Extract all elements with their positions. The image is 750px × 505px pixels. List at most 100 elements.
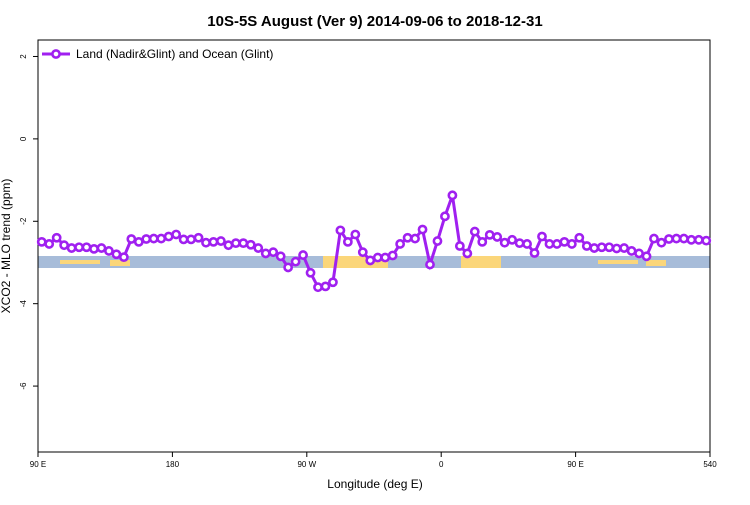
data-point — [44, 239, 55, 249]
x-tick-label: 90 E — [30, 460, 46, 469]
data-point — [96, 243, 107, 253]
data-point — [559, 236, 570, 247]
chart-title: 10S-5S August (Ver 9) 2014-09-06 to 2018… — [207, 13, 542, 30]
y-axis-label: XCO2 - MLO trend (ppm) — [0, 179, 13, 314]
data-point — [59, 240, 70, 251]
data-point — [111, 249, 122, 260]
data-point — [245, 239, 256, 250]
data-point — [283, 262, 294, 273]
data-point — [387, 250, 398, 261]
data-point — [126, 234, 137, 244]
data-point — [253, 243, 264, 253]
data-point — [522, 239, 532, 249]
data-point — [402, 232, 413, 243]
data-point — [552, 239, 562, 249]
data-point — [208, 236, 219, 247]
data-point — [298, 250, 308, 260]
data-point — [395, 239, 406, 249]
x-tick-label: 180 — [166, 460, 180, 469]
data-point — [178, 234, 189, 245]
data-point — [686, 234, 697, 245]
land-band — [60, 260, 100, 264]
data-point — [328, 277, 338, 288]
x-axis-label: Longitude (deg E) — [327, 477, 422, 491]
data-point — [268, 247, 279, 258]
data-point — [589, 243, 600, 253]
data-point — [216, 236, 226, 246]
data-point — [656, 237, 667, 248]
data-point — [492, 232, 503, 242]
data-point — [671, 233, 682, 244]
data-point — [51, 232, 62, 243]
data-point — [372, 252, 383, 263]
data-point — [290, 256, 301, 267]
data-point — [342, 236, 353, 247]
y-tick-label: 2 — [19, 54, 28, 59]
data-point — [641, 251, 652, 262]
data-point — [693, 234, 704, 245]
data-point — [574, 232, 585, 243]
data-point — [678, 233, 689, 244]
data-point — [701, 235, 712, 246]
data-point — [156, 233, 167, 244]
data-point — [163, 231, 174, 242]
data-point — [357, 247, 368, 258]
data-point — [36, 236, 47, 247]
x-tick-label: 540 — [703, 460, 717, 469]
data-point — [484, 229, 495, 240]
data-point — [238, 238, 249, 249]
data-point — [626, 246, 637, 256]
y-tick-label: -4 — [19, 300, 28, 308]
x-tick-label: 0 — [439, 460, 444, 469]
data-point — [74, 242, 84, 253]
data-point — [186, 234, 196, 245]
land-band — [646, 260, 666, 266]
data-point — [141, 234, 152, 244]
data-point — [320, 281, 331, 292]
data-point — [223, 240, 234, 251]
data-point — [649, 233, 659, 244]
y-tick-label: -6 — [19, 382, 28, 390]
data-point — [148, 233, 159, 244]
data-point — [230, 238, 241, 249]
data-point — [477, 236, 488, 247]
data-point — [201, 237, 211, 248]
data-point — [462, 248, 473, 259]
data-point — [425, 259, 435, 270]
data-point — [454, 241, 465, 251]
data-point — [171, 229, 182, 240]
data-point — [596, 242, 607, 253]
data-point — [432, 236, 443, 246]
x-tick-label: 90 E — [567, 460, 583, 469]
data-point — [581, 241, 592, 251]
data-point — [619, 243, 630, 253]
data-point — [104, 246, 114, 256]
data-point — [66, 243, 77, 253]
data-point — [335, 225, 346, 236]
data-point — [193, 232, 204, 243]
data-point — [611, 243, 622, 254]
data-point — [529, 248, 540, 258]
data-point — [507, 234, 518, 245]
data-point — [365, 255, 376, 266]
plot-frame — [37, 39, 711, 453]
data-point — [260, 248, 271, 259]
data-point — [634, 248, 644, 259]
data-point — [89, 243, 99, 254]
land-band — [461, 256, 501, 268]
data-point — [313, 282, 323, 293]
y-tick-label: -2 — [19, 217, 28, 225]
data-point — [81, 242, 92, 253]
data-point — [514, 238, 525, 249]
legend-marker — [51, 49, 61, 59]
data-point — [537, 231, 547, 242]
data-point — [380, 252, 391, 263]
x-tick-label: 90 W — [297, 460, 316, 469]
data-point — [118, 252, 129, 263]
data-point — [410, 233, 420, 244]
data-point — [604, 242, 615, 253]
data-point — [469, 226, 480, 237]
data-point — [440, 211, 450, 222]
